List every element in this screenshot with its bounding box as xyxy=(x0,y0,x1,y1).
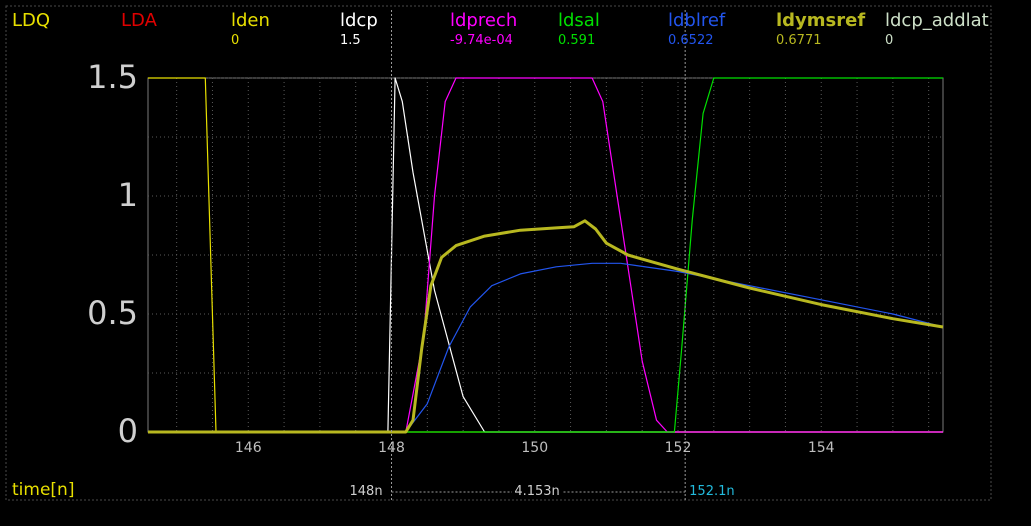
series-line-ldsal[interactable] xyxy=(148,77,943,433)
legend-name-lda[interactable]: LDA xyxy=(121,10,157,31)
series-line-ldymsref[interactable] xyxy=(148,219,944,434)
cursor-layer xyxy=(391,10,686,500)
cursor-b-label[interactable]: 152.1n xyxy=(687,484,737,499)
y-tick-label: 1 xyxy=(117,176,138,214)
y-axis: 0 0.5 1 1.5 xyxy=(40,0,138,526)
cursor-a-label[interactable]: 148n xyxy=(347,484,385,499)
legend-name-ldprech[interactable]: ldprech xyxy=(450,10,518,31)
y-tick-label: 0 xyxy=(117,412,138,450)
legend-name-ldcp[interactable]: ldcp xyxy=(340,10,378,31)
x-axis-label: time[n] xyxy=(12,480,75,500)
legend-value-ldblref: 0.6522 xyxy=(668,33,714,48)
legend-name-ldq[interactable]: LDQ xyxy=(12,10,51,31)
legend-name-ldymsref[interactable]: ldymsref xyxy=(776,10,866,31)
series-layer xyxy=(148,77,944,434)
x-tick-label: 154 xyxy=(807,440,835,456)
cursor-delta-label: 4.153n xyxy=(512,484,562,499)
legend-value-ldcp-addlat: 0 xyxy=(885,33,894,48)
legend-name-ldblref[interactable]: ldblref xyxy=(668,10,726,31)
legend-value-ldprech: -9.74e-04 xyxy=(450,33,513,48)
legend-value-lden: 0 xyxy=(231,33,240,48)
x-tick-label: 146 xyxy=(234,440,262,456)
legend-name-ldsal[interactable]: ldsal xyxy=(558,10,600,31)
x-tick-label: 152 xyxy=(664,440,692,456)
legend-value-ldcp: 1.5 xyxy=(340,33,361,48)
series-line-ldcp[interactable] xyxy=(148,77,943,433)
x-tick-label: 148 xyxy=(378,440,405,456)
y-tick-label: 1.5 xyxy=(87,58,138,96)
legend-name-lden[interactable]: lden xyxy=(231,10,270,31)
plot-area[interactable] xyxy=(147,77,944,433)
legend-name-ldcp-addlat[interactable]: ldcp_addlat xyxy=(885,10,989,31)
legend-value-ldsal: 0.591 xyxy=(558,33,596,48)
y-tick-label: 0.5 xyxy=(87,294,138,332)
legend-value-ldymsref: 0.6771 xyxy=(776,33,822,48)
series-line-ldblref[interactable] xyxy=(148,262,944,433)
x-tick-label: 150 xyxy=(521,440,549,456)
